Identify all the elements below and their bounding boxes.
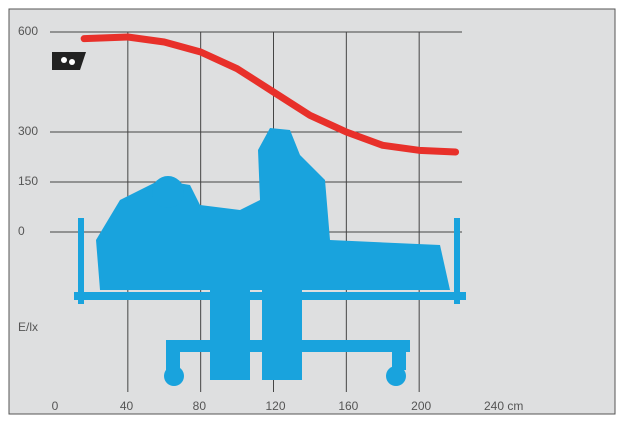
x-tick-label: 0 (52, 399, 59, 413)
x-tick-label: 200 (411, 399, 431, 413)
y-tick-label: 600 (18, 24, 38, 38)
y-tick-label: 300 (18, 124, 38, 138)
illustration (74, 128, 466, 386)
x-tick-label: 120 (266, 399, 286, 413)
y-tick-label: 0 (18, 224, 25, 238)
x-tick-label: 40 (120, 399, 134, 413)
x-tick-label: 80 (193, 399, 207, 413)
y-axis-label: E/lx (18, 320, 38, 334)
line (80, 33, 460, 156)
x-tick-label: 240 cm (484, 399, 523, 413)
lamp-icon (52, 52, 86, 70)
x-tick-label: 160 (338, 399, 358, 413)
y-tick-label: 150 (18, 174, 38, 188)
